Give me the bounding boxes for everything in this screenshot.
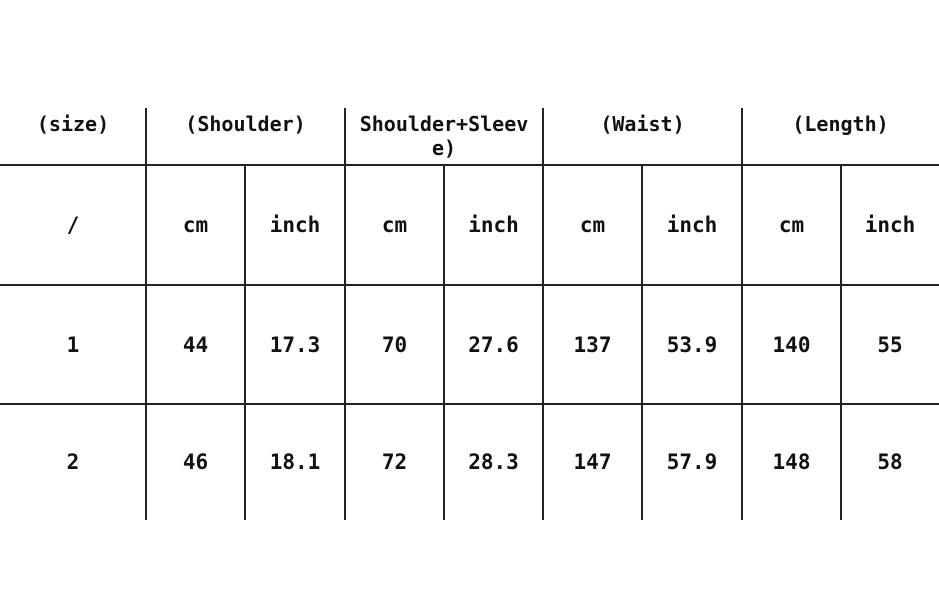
header-cell: Shoulder+Sleeve) <box>359 112 529 160</box>
unit-cell: inch <box>864 213 916 237</box>
unit-cell: cm <box>182 213 209 237</box>
value-cell: 148 <box>772 450 811 474</box>
value-cell: 147 <box>573 450 612 474</box>
header-cell: (size) <box>36 112 110 136</box>
unit-cell: inch <box>269 213 321 237</box>
value-cell: 70 <box>381 332 408 357</box>
value-cell: 58 <box>877 450 903 474</box>
column-divider <box>840 165 842 520</box>
value-cell: 57.9 <box>666 450 718 474</box>
value-cell: 18.1 <box>269 450 321 474</box>
column-divider <box>145 108 147 520</box>
unit-cell: cm <box>579 213 606 237</box>
size-cell: 1 <box>66 332 80 357</box>
value-cell: 72 <box>381 450 408 474</box>
unit-cell: inch <box>468 213 519 237</box>
column-divider <box>244 165 246 520</box>
value-cell: 137 <box>573 332 612 357</box>
column-divider <box>641 165 643 520</box>
value-cell: 27.6 <box>468 332 519 357</box>
unit-cell: inch <box>666 213 718 237</box>
header-cell: (Length) <box>792 112 889 136</box>
value-cell: 44 <box>182 332 209 357</box>
value-cell: 17.3 <box>269 332 321 357</box>
header-cell: (Waist) <box>600 112 685 136</box>
unit-cell: cm <box>381 213 408 237</box>
value-cell: 140 <box>772 332 811 357</box>
value-cell: 53.9 <box>666 332 718 357</box>
row-divider <box>0 403 939 405</box>
column-divider <box>344 108 346 520</box>
unit-cell: cm <box>778 213 805 237</box>
value-cell: 46 <box>182 450 209 474</box>
row-divider <box>0 164 939 166</box>
column-divider <box>741 108 743 520</box>
size-cell: 2 <box>66 450 80 474</box>
column-divider <box>443 165 445 520</box>
value-cell: 55 <box>877 332 903 357</box>
column-divider <box>542 108 544 520</box>
value-cell: 28.3 <box>468 450 519 474</box>
unit-cell: / <box>66 213 80 237</box>
row-divider <box>0 284 939 286</box>
header-cell: (Shoulder) <box>185 112 306 136</box>
